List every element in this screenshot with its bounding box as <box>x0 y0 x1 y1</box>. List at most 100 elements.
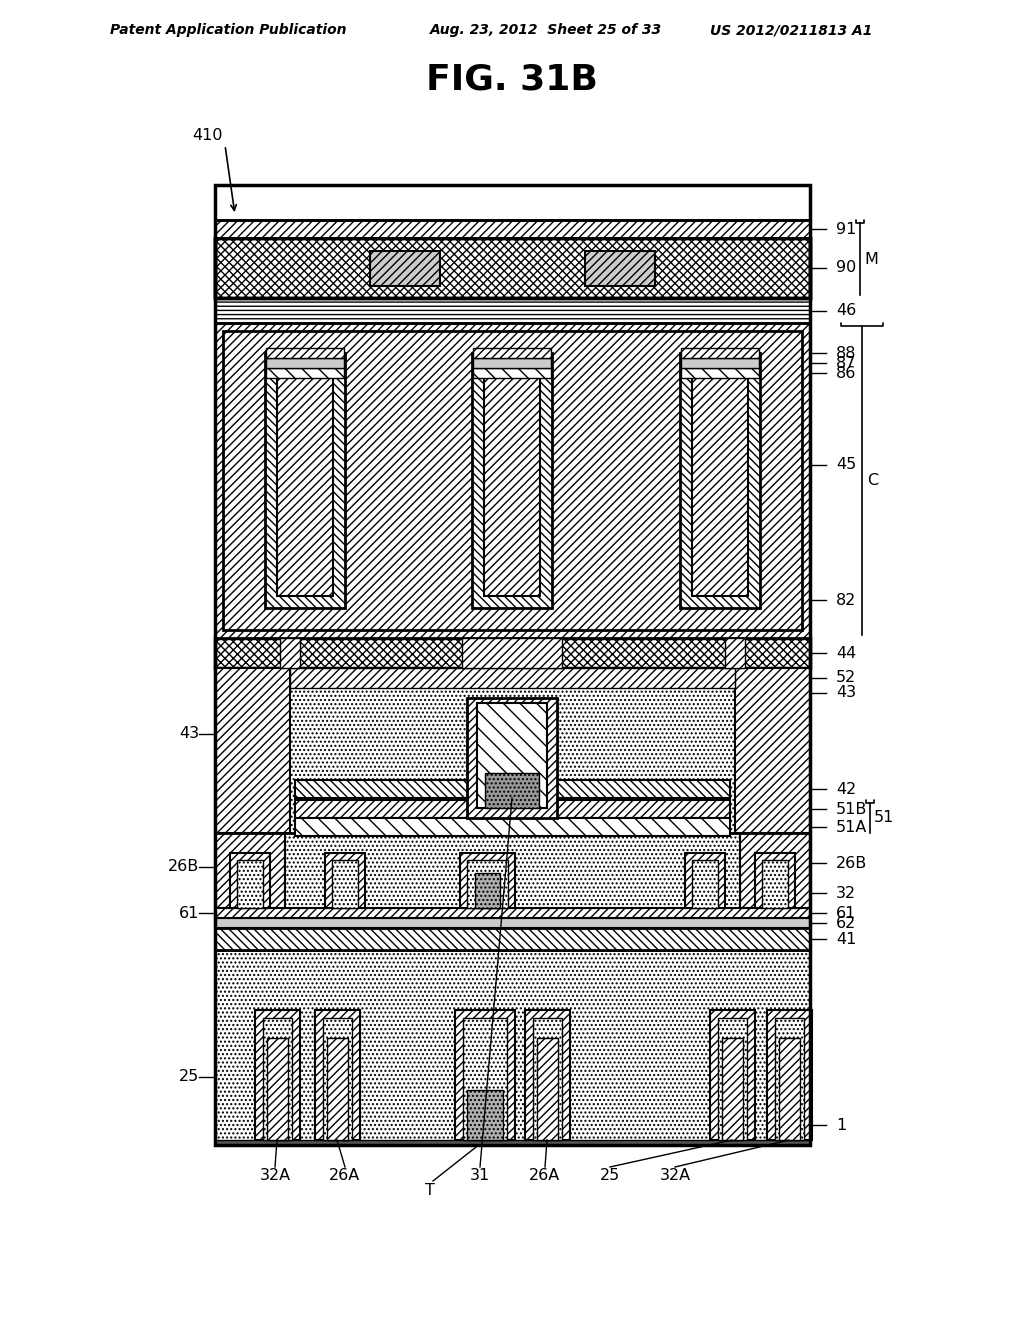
Bar <box>755 853 795 908</box>
Text: 31: 31 <box>470 1168 490 1183</box>
Bar <box>525 1010 570 1140</box>
Bar <box>467 861 508 908</box>
Bar <box>325 853 365 908</box>
Bar <box>295 800 730 818</box>
Bar <box>460 853 515 908</box>
Text: 61: 61 <box>178 906 199 920</box>
Bar <box>370 251 440 286</box>
Text: 90: 90 <box>836 260 856 276</box>
Bar <box>534 1018 562 1140</box>
Text: 86: 86 <box>836 366 856 380</box>
Bar <box>215 950 810 1144</box>
Bar <box>323 1018 352 1140</box>
Bar <box>265 352 345 609</box>
Text: 32: 32 <box>836 886 856 900</box>
Bar <box>285 833 740 908</box>
Text: 26B: 26B <box>836 855 867 870</box>
Bar <box>215 220 810 238</box>
Bar <box>295 780 730 799</box>
Bar <box>255 1010 300 1140</box>
Bar <box>215 638 810 668</box>
Bar <box>267 1038 288 1140</box>
Text: 410: 410 <box>193 128 222 143</box>
Bar <box>266 368 344 378</box>
Bar <box>692 861 718 908</box>
Bar <box>740 833 810 908</box>
Bar <box>215 668 290 833</box>
Bar <box>472 352 552 609</box>
Text: 32A: 32A <box>659 1168 690 1183</box>
Text: 91: 91 <box>836 222 856 236</box>
Text: 43: 43 <box>836 685 856 700</box>
Bar <box>680 352 760 609</box>
Bar <box>585 251 655 286</box>
Bar <box>681 358 759 368</box>
Text: 62: 62 <box>836 916 856 931</box>
Text: 51A: 51A <box>836 820 867 834</box>
Bar <box>278 366 333 597</box>
Bar <box>215 668 810 833</box>
Bar <box>722 1038 743 1140</box>
Text: 44: 44 <box>836 645 856 660</box>
Bar <box>467 698 557 818</box>
Bar <box>263 1018 292 1140</box>
Text: 32A: 32A <box>259 1168 291 1183</box>
Bar <box>725 638 745 668</box>
Text: 41: 41 <box>836 932 856 946</box>
Bar <box>215 833 285 908</box>
Bar <box>290 668 735 688</box>
Text: 42: 42 <box>836 781 856 796</box>
Bar <box>215 220 810 238</box>
Bar <box>215 917 810 928</box>
Text: 25: 25 <box>600 1168 621 1183</box>
Text: Aug. 23, 2012  Sheet 25 of 33: Aug. 23, 2012 Sheet 25 of 33 <box>430 22 663 37</box>
Bar <box>485 774 539 808</box>
Bar <box>779 1038 800 1140</box>
Bar <box>681 348 759 358</box>
Bar <box>775 1018 804 1140</box>
Text: 25: 25 <box>179 1069 199 1084</box>
Bar <box>537 1038 558 1140</box>
Bar <box>473 368 551 378</box>
Bar <box>266 348 344 358</box>
Text: 51B: 51B <box>836 801 867 817</box>
Text: 88: 88 <box>836 346 856 360</box>
Text: 45: 45 <box>836 457 856 473</box>
Bar <box>463 1018 507 1140</box>
Bar <box>215 238 810 298</box>
Text: 26A: 26A <box>330 1168 360 1183</box>
Bar <box>215 238 810 298</box>
Text: 26B: 26B <box>168 859 199 874</box>
Bar <box>477 704 547 808</box>
Bar <box>295 818 730 836</box>
Text: C: C <box>867 473 879 488</box>
Text: 46: 46 <box>836 304 856 318</box>
Text: FIG. 31B: FIG. 31B <box>426 63 598 96</box>
Bar <box>685 853 725 908</box>
Bar <box>462 638 562 668</box>
Text: 61: 61 <box>836 906 856 920</box>
Bar <box>327 1038 348 1140</box>
Text: M: M <box>864 252 878 267</box>
Bar <box>692 366 748 597</box>
Bar <box>223 331 802 630</box>
Bar <box>762 861 788 908</box>
Bar <box>266 358 344 368</box>
Bar <box>767 1010 812 1140</box>
Bar <box>735 668 810 833</box>
Text: 26A: 26A <box>529 1168 560 1183</box>
Bar <box>215 185 810 1144</box>
Bar <box>215 298 810 323</box>
Bar <box>315 1010 360 1140</box>
Bar <box>215 908 810 917</box>
Bar <box>215 323 810 638</box>
Bar <box>230 853 270 908</box>
Bar <box>473 348 551 358</box>
Bar <box>215 1140 810 1144</box>
Bar <box>332 861 358 908</box>
Text: US 2012/0211813 A1: US 2012/0211813 A1 <box>710 22 872 37</box>
Text: T: T <box>425 1183 435 1199</box>
Bar <box>718 1018 746 1140</box>
Bar <box>475 873 500 908</box>
Bar <box>280 638 300 668</box>
